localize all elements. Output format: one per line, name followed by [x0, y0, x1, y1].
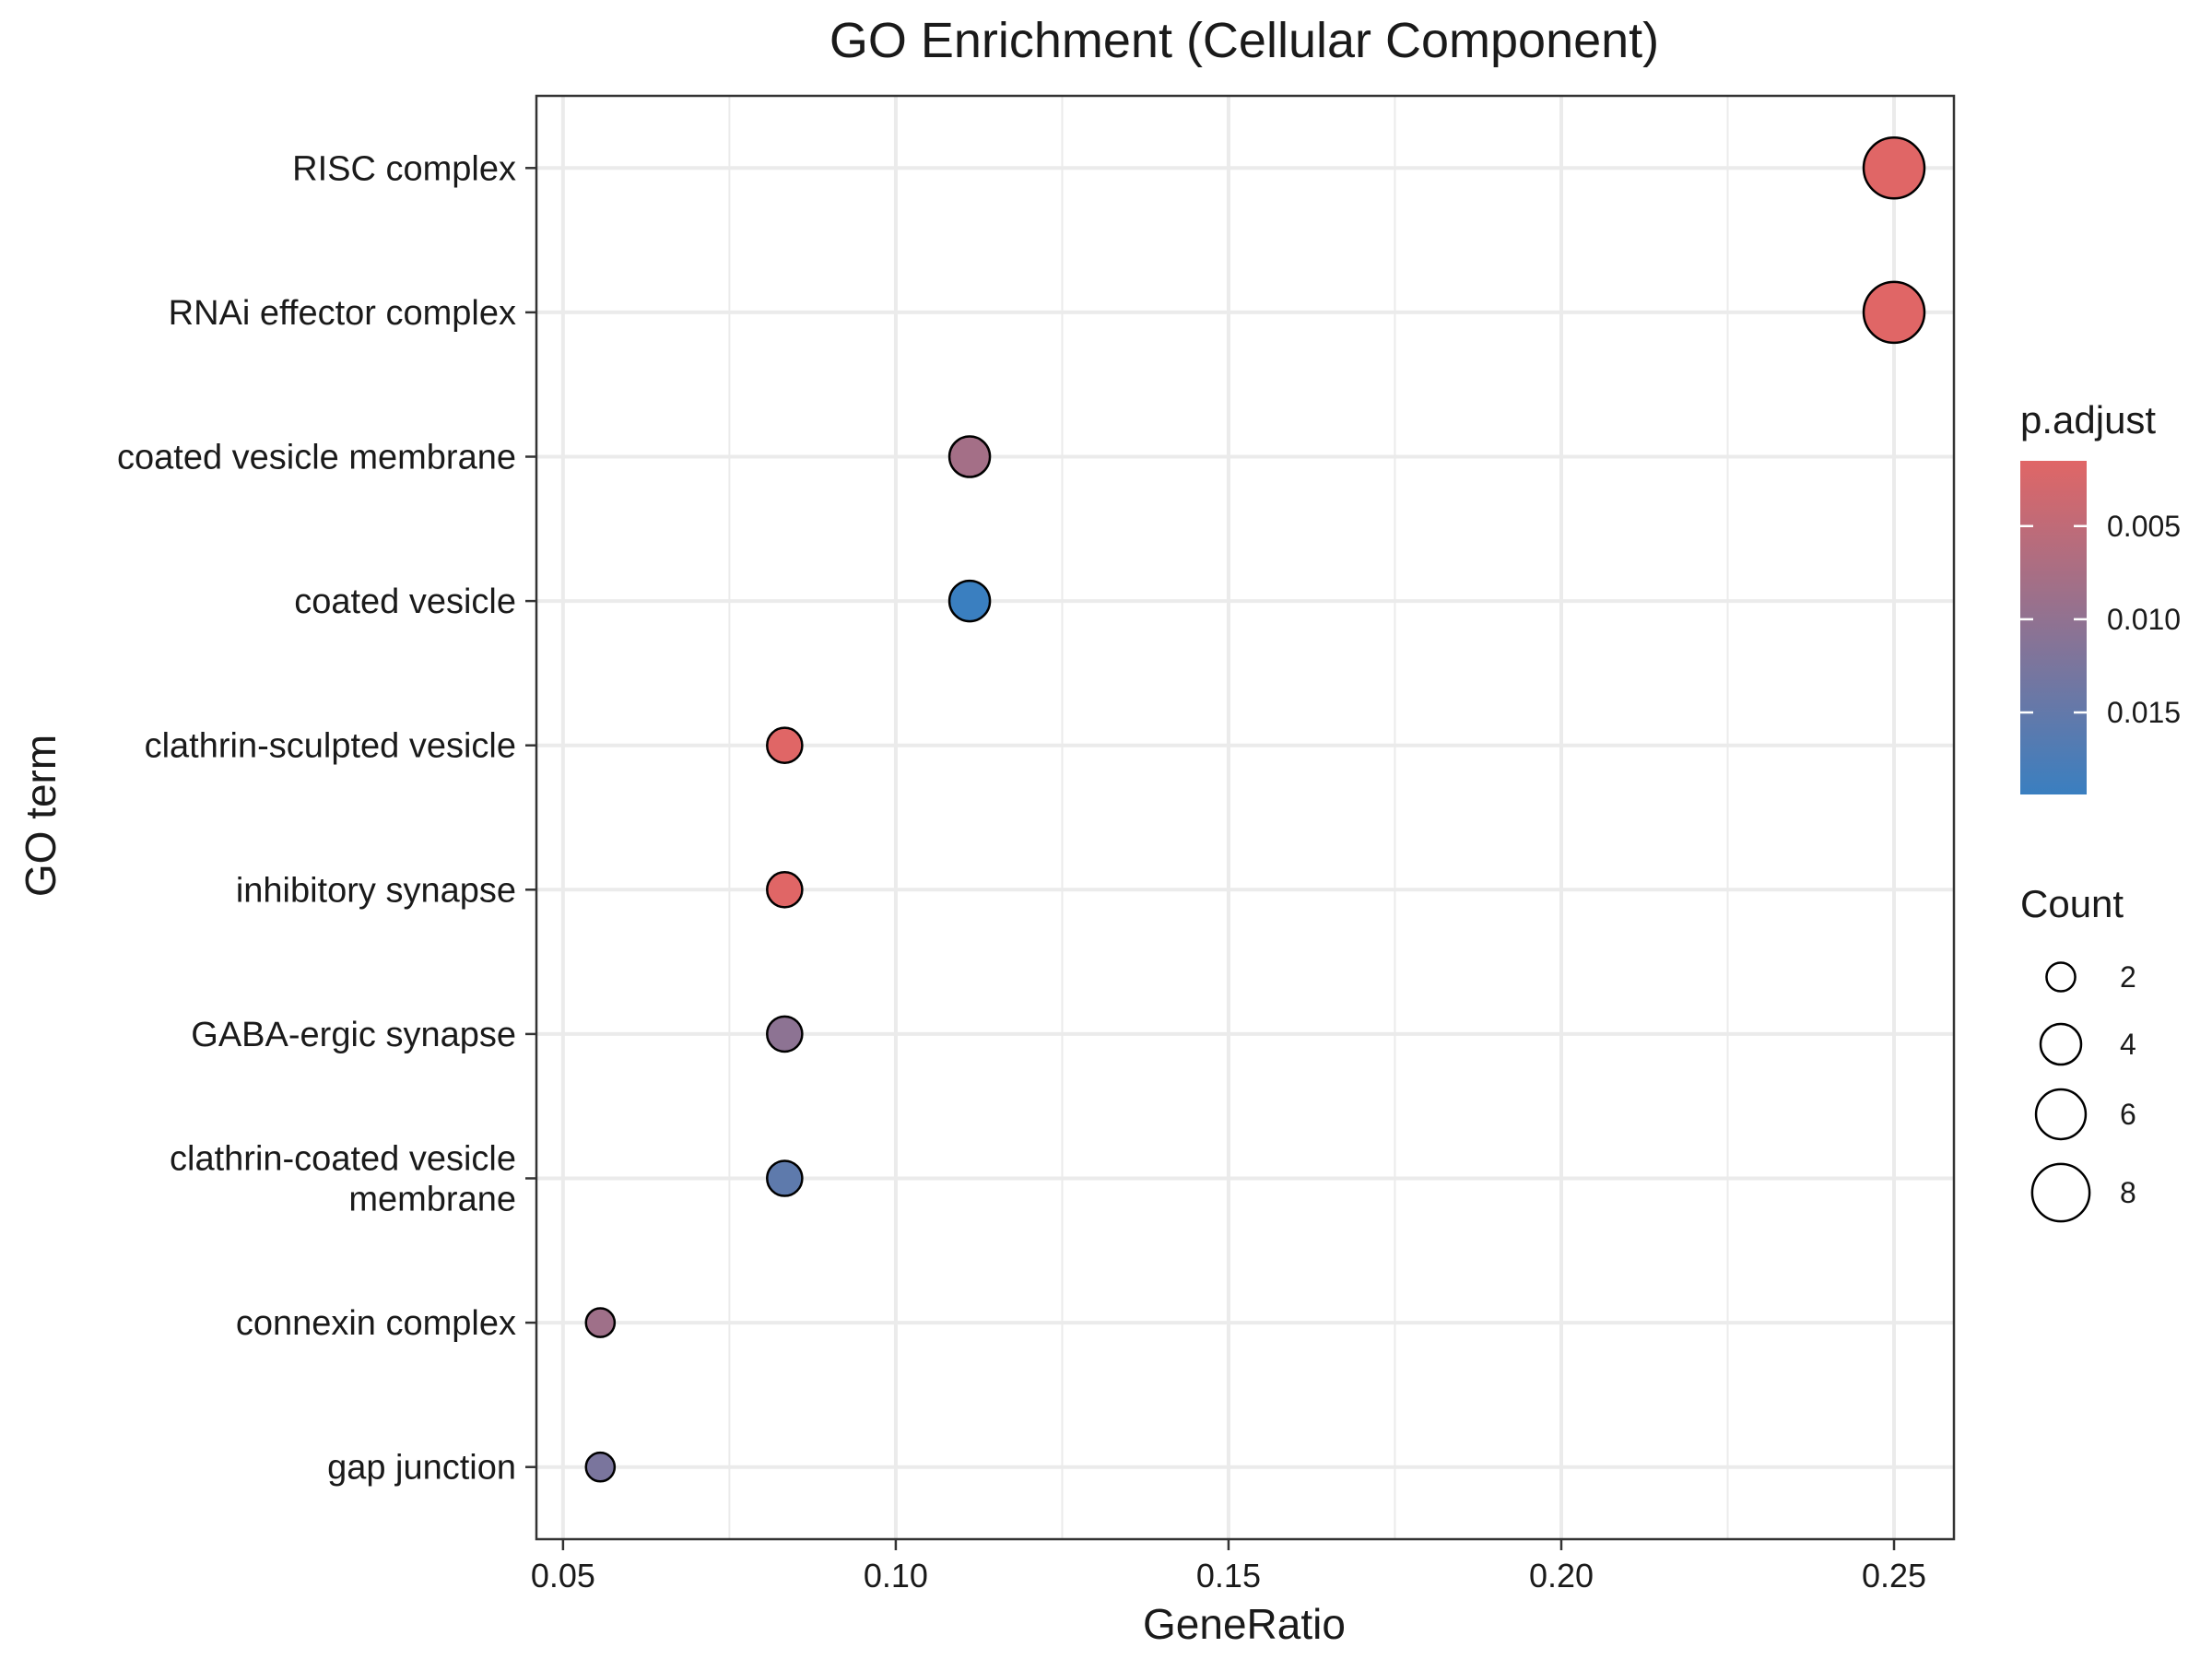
count-key-circle: [2030, 1162, 2091, 1223]
count-key-label: 6: [2120, 1098, 2136, 1131]
data-points: [584, 136, 1926, 1483]
colorbar-label: 0.015: [2107, 696, 2181, 729]
y-tick-label: coated vesicle membrane: [117, 439, 516, 477]
count-key-label: 8: [2120, 1176, 2136, 1209]
count-key-circle: [2045, 961, 2077, 993]
y-tick-label: clathrin-sculpted vesicle: [145, 727, 516, 766]
plot-panel-border: [535, 94, 1956, 1541]
colorbar-label: 0.010: [2107, 603, 2181, 636]
count-legend-title: Count: [2020, 882, 2124, 925]
count-legend: Count 2 4 6 8: [2020, 882, 2136, 1223]
colorbar-label: 0.005: [2107, 510, 2181, 543]
y-tick-label: coated vesicle: [294, 582, 516, 621]
x-tick-label: 0.15: [1196, 1557, 1261, 1594]
y-tick-label: gap junction: [327, 1449, 516, 1488]
count-key-circle: [2034, 1088, 2088, 1141]
go-term-point: [947, 435, 992, 478]
go-term-point: [584, 1307, 617, 1338]
y-tick-label: connexin complex: [236, 1304, 516, 1343]
p-adjust-breaks: 0.005 0.010 0.015: [2020, 510, 2181, 729]
count-breaks: 2 4 6 8: [2030, 960, 2136, 1223]
y-tick-label: RNAi effector complex: [169, 294, 516, 333]
x-tick-label: 0.05: [531, 1557, 595, 1594]
go-term-point: [766, 870, 804, 909]
go-term-point: [1862, 280, 1926, 345]
y-tick-label: GABA-ergic synapse: [191, 1016, 516, 1054]
go-term-point: [766, 726, 804, 765]
go-term-point: [584, 1451, 617, 1483]
go-term-point: [947, 579, 992, 623]
count-key-label: 4: [2120, 1028, 2136, 1061]
y-tick-label: clathrin-coated vesicle membrane: [170, 1140, 516, 1219]
go-term-point: [1862, 136, 1926, 200]
x-tick-label: 0.20: [1529, 1557, 1594, 1594]
count-key-circle: [2039, 1022, 2083, 1066]
count-key-label: 2: [2120, 960, 2136, 994]
go-term-point: [766, 1015, 804, 1053]
p-adjust-legend: p.adjust 0.005 0.010 0.015: [2020, 398, 2181, 794]
y-tick-label: inhibitory synapse: [236, 871, 516, 910]
grid-lines: [536, 96, 1954, 1539]
x-tick-label: 0.10: [864, 1557, 928, 1594]
x-axis-title: GeneRatio: [1143, 1600, 1346, 1648]
y-axis: RISC complex RNAi effector complex coated …: [117, 149, 536, 1488]
x-axis: 0.05 0.10 0.15 0.20 0.25: [531, 1539, 1926, 1594]
x-tick-label: 0.25: [1862, 1557, 1926, 1594]
p-adjust-legend-title: p.adjust: [2020, 398, 2156, 441]
go-term-point: [766, 1159, 804, 1197]
chart-title: GO Enrichment (Cellular Component): [830, 13, 1659, 68]
y-tick-label: RISC complex: [292, 149, 516, 188]
y-axis-title: GO term: [17, 735, 65, 897]
p-adjust-colorbar: [2020, 461, 2087, 794]
